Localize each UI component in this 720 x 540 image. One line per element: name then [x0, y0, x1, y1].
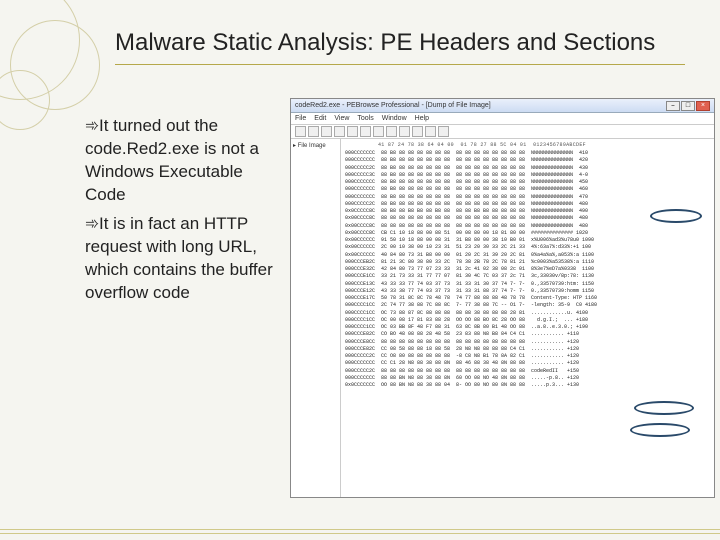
slide-title-block: Malware Static Analysis: PE Headers and …	[115, 28, 685, 65]
hex-row: 0x00CCCC8C CB C1 10 18 88 00 88 51 00 08…	[345, 230, 710, 237]
hex-row: 000CCCCC2C 88 88 88 88 88 88 88 88 88 88…	[345, 368, 710, 375]
hex-row: 000CCCE1CC 33 21 73 33 31 77 77 07 81 30…	[345, 273, 710, 280]
menu-edit[interactable]: Edit	[314, 115, 326, 122]
toolbar-button[interactable]	[334, 126, 345, 137]
hex-row: 000CCCCC2C 88 B8 88 88 88 88 88 88 88 88…	[345, 201, 710, 208]
toolbar-button[interactable]	[295, 126, 306, 137]
footer-decoration	[0, 522, 720, 540]
hex-row: 0x00CCCCCC 2C 00 10 38 00 10 23 31 51 23…	[345, 244, 710, 251]
menu-bar: File Edit View Tools Window Help	[291, 113, 714, 125]
tool-bar	[291, 125, 714, 139]
minimize-button[interactable]: –	[666, 101, 680, 111]
annotation-circle-2	[634, 401, 694, 415]
hex-row: 000CCCC1CC 2C 74 77 38 88 7C 88 8C 7- 77…	[345, 302, 710, 309]
toolbar-button[interactable]	[412, 126, 423, 137]
toolbar-button[interactable]	[347, 126, 358, 137]
window-buttons: – □ ×	[666, 101, 710, 111]
hex-row: 000CCCCCCC 88 88 BN N8 88 38 88 8N 60 OO…	[345, 375, 710, 382]
bullet-1: ➾It turned out the code.Red2.exe is not …	[85, 115, 280, 207]
hex-row: 000CCCCCCC 88 B8 88 88 88 88 88 88 88 88…	[345, 157, 710, 164]
footer-line	[0, 533, 720, 534]
close-button[interactable]: ×	[696, 101, 710, 111]
hex-row: 000CCCC1CC OC 03 BB 8F 48 F7 88 31 63 8C…	[345, 324, 710, 331]
hex-rows: 000CCCCCCC 88 B8 88 88 88 88 88 88 88 88…	[345, 150, 710, 389]
maximize-button[interactable]: □	[681, 101, 695, 111]
toolbar-button[interactable]	[360, 126, 371, 137]
toolbar-button[interactable]	[386, 126, 397, 137]
hex-row: 000CCCCCCC 88 B8 88 88 88 88 88 88 88 88…	[345, 186, 710, 193]
hex-row: 000CCCC1CC OC 00 08 17 81 83 88 28 OO OO…	[345, 317, 710, 324]
hex-row: 000CCCC1CC OC 73 88 87 8C 88 88 88 88 88…	[345, 310, 710, 317]
title-underline	[115, 64, 685, 65]
hex-row: 0x00CCCC8C 88 88 88 88 88 88 88 88 88 88…	[345, 223, 710, 230]
annotation-circle-3	[630, 423, 690, 437]
hex-row: 000CCCEB2C 81 21 3C 80 38 80 33 2C 78 38…	[345, 259, 710, 266]
hex-row: 000CCCCCCC 88 B8 88 88 88 88 88 88 88 88…	[345, 179, 710, 186]
hex-header: 41 87 24 78 38 64 04 00 01 78 27 88 5C 0…	[345, 142, 710, 148]
toolbar-button[interactable]	[438, 126, 449, 137]
hex-row: 000CCCE12C 43 33 38 77 74 03 37 73 31 33…	[345, 288, 710, 295]
menu-tools[interactable]: Tools	[357, 115, 373, 122]
bullet-1-text: It turned out the code.Red2.exe is not a…	[85, 116, 259, 204]
slide-title: Malware Static Analysis: PE Headers and …	[115, 28, 685, 58]
hex-row: 000CCCE32C 42 84 80 73 77 07 23 33 31 2c…	[345, 266, 710, 273]
hex-editor-screenshot: codeRed2.exe - PEBrowse Professional - […	[290, 98, 715, 498]
toolbar-button[interactable]	[373, 126, 384, 137]
hex-row: 000CCCCCCC CC C1 28 N8 88 38 88 8N 88 46…	[345, 360, 710, 367]
annotation-circle-1	[650, 209, 702, 223]
hex-row: 000CCCCC3C 88 B8 88 88 88 88 88 88 88 88…	[345, 172, 710, 179]
toolbar-button[interactable]	[399, 126, 410, 137]
menu-help[interactable]: Help	[415, 115, 429, 122]
toolbar-button[interactable]	[425, 126, 436, 137]
content-area: ▸ File Image 41 87 24 78 38 64 04 00 01 …	[291, 139, 714, 497]
hex-row: 0x00CCCCCC 40 84 80 73 31 B8 00 00 01 20…	[345, 252, 710, 259]
hex-row: 000CCCE17C 50 78 31 8C 8C 78 48 78 74 77…	[345, 295, 710, 302]
body-text: ➾It turned out the code.Red2.exe is not …	[85, 115, 280, 311]
hex-row: 000CCCE82C CC 08 58 88 88 18 88 58 28 N8…	[345, 346, 710, 353]
bullet-2: ➾It is in fact an HTTP request with long…	[85, 213, 280, 305]
hex-row: 0x00CCCCCC 91 50 10 18 88 00 08 31 31 B8…	[345, 237, 710, 244]
window-title: codeRed2.exe - PEBrowse Professional - […	[295, 102, 491, 109]
bullet-icon: ➾	[85, 115, 99, 138]
hex-row: 000CCCCC2C 88 B8 88 88 88 88 88 88 88 88…	[345, 165, 710, 172]
hex-row: 000CCCE82C CO BO 48 08 88 28 48 58 23 83…	[345, 331, 710, 338]
toolbar-button[interactable]	[321, 126, 332, 137]
menu-window[interactable]: Window	[382, 115, 407, 122]
hex-pane: 41 87 24 78 38 64 04 00 01 78 27 88 5C 0…	[341, 139, 714, 497]
hex-row: 000CCCCCCC 88 B8 88 88 88 88 88 88 88 88…	[345, 150, 710, 157]
bullet-2-text: It is in fact an HTTP request with long …	[85, 214, 273, 302]
menu-file[interactable]: File	[295, 115, 306, 122]
window-titlebar: codeRed2.exe - PEBrowse Professional - […	[291, 99, 714, 113]
tree-pane: ▸ File Image	[291, 139, 341, 497]
footer-line	[0, 529, 720, 530]
hex-row: 000CCCCCCC 88 B8 88 88 88 88 88 88 88 88…	[345, 194, 710, 201]
hex-row: 000CCCCC2C CC O8 80 88 88 88 88 88 -8 C8…	[345, 353, 710, 360]
hex-row: 000CCCE13C 43 33 33 77 74 03 37 73 31 33…	[345, 281, 710, 288]
menu-view[interactable]: View	[334, 115, 349, 122]
bullet-icon: ➾	[85, 213, 99, 236]
toolbar-button[interactable]	[308, 126, 319, 137]
tree-root[interactable]: ▸ File Image	[293, 141, 338, 150]
hex-row: 000CCCE8CC 88 88 88 88 88 88 88 88 88 88…	[345, 339, 710, 346]
hex-row: 0x0CCCCCCC OO 88 BN N8 88 38 88 04 8- OO…	[345, 382, 710, 389]
